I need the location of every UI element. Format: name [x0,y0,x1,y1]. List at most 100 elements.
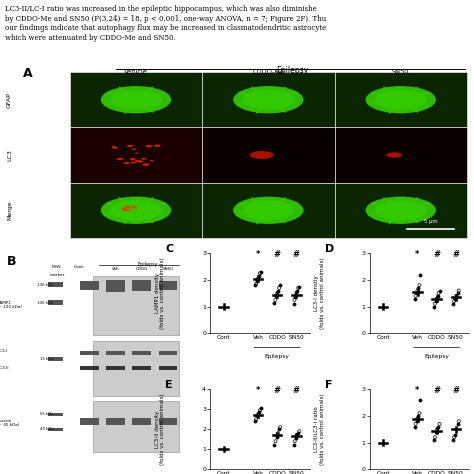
Ellipse shape [375,90,427,110]
Point [453,426,460,433]
Text: LC3-II: LC3-II [0,366,9,370]
Point [417,396,424,404]
Text: *: * [415,250,420,259]
Point [450,433,458,441]
Point [292,435,300,442]
Ellipse shape [101,197,171,224]
Text: LC3-II/LC-I ratio was increased in the epileptic hippocampus, which was also dim: LC3-II/LC-I ratio was increased in the e… [5,5,326,42]
Text: *: * [256,250,260,259]
Point [436,420,443,428]
Text: Merge: Merge [7,201,12,220]
Point [294,429,302,437]
Point [432,297,439,305]
Point [430,303,438,310]
Bar [48,413,63,416]
Ellipse shape [150,160,154,162]
Text: SN50: SN50 [163,267,173,271]
Text: LC3: LC3 [7,149,12,161]
Point [275,426,283,433]
Point [295,283,303,290]
Text: GFAP: GFAP [7,92,12,108]
Ellipse shape [130,162,136,164]
Bar [132,281,151,291]
Bar [159,418,177,425]
Y-axis label: LC3-II/LC3-I ratio
(folds vs. control animals): LC3-II/LC3-I ratio (folds vs. control an… [314,393,325,465]
Point [451,431,459,438]
Y-axis label: LC3-II density
(folds vs. control animals): LC3-II density (folds vs. control animal… [155,393,165,465]
Bar [80,366,99,370]
Ellipse shape [233,197,303,224]
Point [291,296,298,304]
Ellipse shape [139,161,143,162]
Bar [106,418,125,425]
Point [292,290,300,297]
Bar [48,357,63,361]
Text: CDDO: CDDO [136,267,148,271]
Point [414,415,421,422]
Text: #: # [433,250,440,259]
Ellipse shape [111,146,116,147]
Bar [132,418,151,425]
Point [220,303,228,310]
Ellipse shape [101,86,171,113]
Point [271,299,278,306]
Point [450,297,458,305]
Ellipse shape [250,151,273,159]
Point [252,415,260,423]
Point [379,303,387,310]
Text: A: A [23,67,33,80]
Point [256,269,264,277]
Point [293,287,301,294]
Ellipse shape [112,146,118,149]
Point [291,438,299,445]
Point [255,275,262,283]
Ellipse shape [142,163,149,166]
Ellipse shape [124,162,130,164]
Point [435,290,442,297]
Bar [159,351,177,356]
Text: 55 kDa: 55 kDa [40,412,54,416]
Point [293,431,301,439]
Ellipse shape [386,152,402,158]
Text: 100 kDa: 100 kDa [37,301,54,305]
Bar [132,366,151,370]
Bar [48,283,63,287]
Point [432,428,440,436]
Point [414,287,421,294]
Y-axis label: LAMP1 density
(folds vs. control animals): LAMP1 density (folds vs. control animals… [155,257,165,329]
Bar [106,351,125,356]
Point [252,280,260,288]
Ellipse shape [130,158,136,160]
Ellipse shape [154,145,161,147]
Text: #: # [452,386,459,395]
Ellipse shape [242,90,294,110]
Text: 130 kDa: 130 kDa [37,283,54,286]
Point [451,295,459,302]
Ellipse shape [110,200,162,220]
Text: marker: marker [50,273,65,277]
Point [415,284,422,292]
Point [455,418,463,425]
Point [453,292,460,300]
Text: *: * [256,386,260,395]
Text: #: # [452,250,459,259]
Point [412,420,419,428]
Point [251,282,259,289]
Ellipse shape [365,197,436,224]
Point [257,404,265,412]
Point [433,295,440,302]
Text: *: * [415,386,420,395]
Point [256,406,264,414]
Bar [48,428,63,431]
Point [275,284,283,292]
Bar [159,366,177,370]
Point [255,272,263,280]
Text: 15 kDa: 15 kDa [40,357,54,361]
Ellipse shape [146,145,153,147]
Point [255,410,262,418]
Point [272,438,279,445]
Y-axis label: LC3-I density
(folds vs. control animals): LC3-I density (folds vs. control animals… [314,257,325,329]
Point [290,441,297,449]
Ellipse shape [375,200,427,220]
Text: #: # [433,386,440,395]
